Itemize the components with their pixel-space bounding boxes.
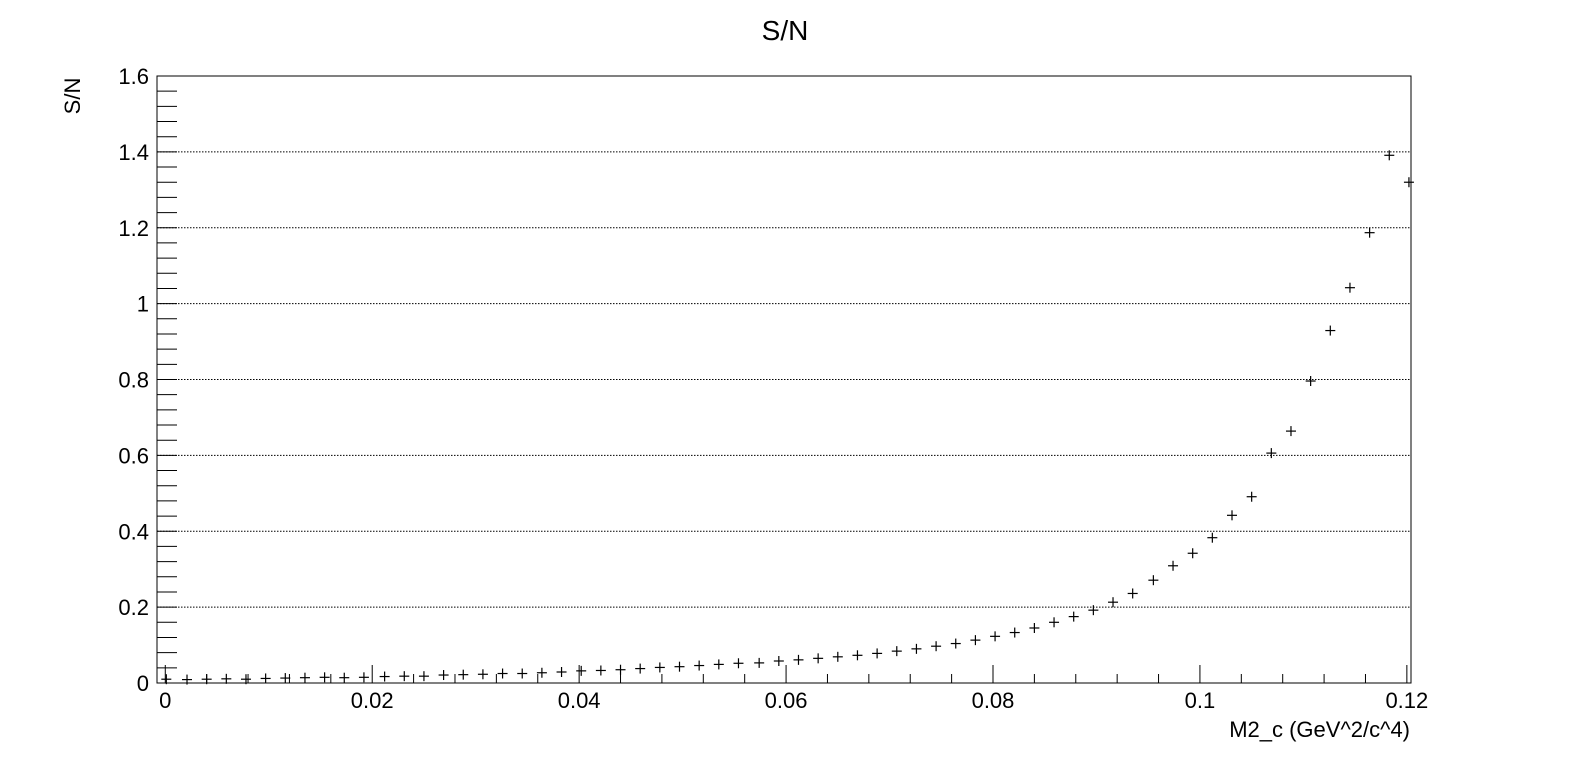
x-axis-label: M2_c (GeV^2/c^4) (1229, 717, 1410, 742)
data-point (497, 668, 508, 679)
y-tick-label: 1 (137, 292, 149, 317)
y-tick-label: 1.2 (118, 216, 149, 241)
data-point (379, 671, 390, 682)
data-point (182, 674, 193, 685)
data-point (576, 665, 587, 676)
y-tick-label: 1.6 (118, 64, 149, 89)
data-point (161, 674, 172, 685)
data-point (1029, 622, 1040, 633)
y-tick-label: 0.4 (118, 519, 149, 544)
data-point (319, 672, 330, 683)
data-point (990, 631, 1001, 642)
data-point (358, 672, 369, 683)
data-point (1344, 282, 1355, 293)
data-point (477, 669, 488, 680)
data-point (1148, 575, 1159, 586)
data-point (201, 674, 212, 685)
data-point (438, 670, 449, 681)
data-point (1108, 597, 1119, 608)
data-point (1127, 588, 1138, 599)
data-point (635, 663, 646, 674)
data-point (852, 650, 863, 661)
data-point (1168, 560, 1179, 571)
data-point (1246, 491, 1257, 502)
data-point (399, 671, 410, 682)
y-tick-label: 0.8 (118, 368, 149, 393)
data-point (536, 667, 547, 678)
x-tick-label: 0 (159, 688, 171, 713)
data-point (1187, 548, 1198, 559)
data-point (280, 673, 291, 684)
data-point (654, 662, 665, 673)
data-point (1364, 227, 1375, 238)
data-point (418, 671, 429, 682)
data-point (1068, 611, 1079, 622)
data-point (1266, 448, 1277, 459)
data-point (221, 673, 232, 684)
data-point (1009, 627, 1020, 638)
data-point (1305, 376, 1316, 387)
data-point (458, 669, 469, 680)
data-point (674, 661, 685, 672)
data-point (911, 643, 922, 654)
data-point (733, 658, 744, 669)
data-point (1384, 150, 1395, 161)
data-point (1049, 617, 1060, 628)
data-point (773, 655, 784, 666)
y-tick-labels: 0 0.2 0.4 0.6 0.8 1 1.2 1.4 1.6 (118, 64, 149, 696)
data-point (754, 657, 765, 668)
x-tick-labels: 0 0.02 0.04 0.06 0.08 0.1 0.12 (159, 688, 1428, 713)
data-point (615, 664, 626, 675)
data-point (1088, 605, 1099, 616)
data-point (1325, 325, 1336, 336)
x-tick-label: 0.1 (1185, 688, 1216, 713)
data-point (950, 638, 961, 649)
data-point (240, 674, 251, 685)
data-point (813, 653, 824, 664)
grid-lines (157, 151, 1411, 608)
axes (156, 75, 1412, 684)
data-point (1285, 426, 1296, 437)
data-point (260, 673, 271, 684)
data-point (1207, 532, 1218, 543)
x-tick-label: 0.04 (558, 688, 601, 713)
data-point (832, 651, 843, 662)
data-point (872, 648, 883, 659)
data-point (517, 668, 528, 679)
x-tick-label: 0.08 (972, 688, 1015, 713)
data-point (339, 672, 350, 683)
data-point (713, 659, 724, 670)
data-point (595, 665, 606, 676)
data-point (931, 641, 942, 652)
data-points (161, 150, 1414, 685)
data-point (970, 635, 981, 646)
data-point (793, 654, 804, 665)
y-tick-label: 0.2 (118, 595, 149, 620)
y-axis-label: S/N (60, 78, 85, 115)
y-tick-label: 0.6 (118, 443, 149, 468)
chart-title: S/N (762, 15, 809, 46)
y-tick-label: 0 (137, 671, 149, 696)
x-tick-label: 0.06 (765, 688, 808, 713)
data-point (556, 666, 567, 677)
y-tick-label: 1.4 (118, 140, 149, 165)
data-point (299, 672, 310, 683)
x-tick-label: 0.12 (1385, 688, 1428, 713)
x-tick-label: 0.02 (351, 688, 394, 713)
data-point (1403, 177, 1414, 188)
data-point (1227, 510, 1238, 521)
data-point (891, 646, 902, 657)
data-point (694, 660, 705, 671)
